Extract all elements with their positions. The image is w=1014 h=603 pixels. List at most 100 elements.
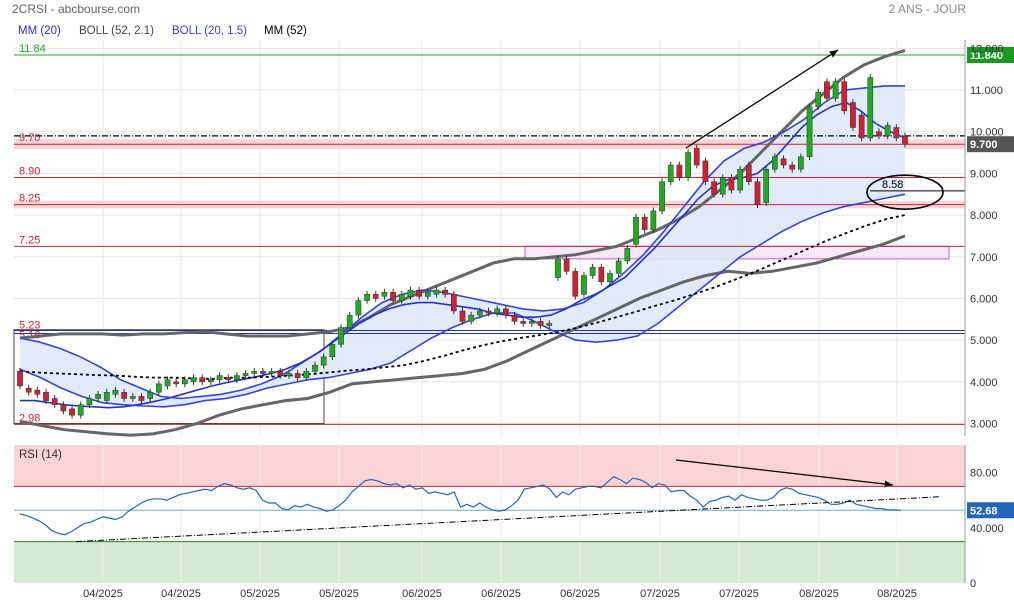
highlight-ellipse [866,174,944,210]
candle [902,135,908,145]
y-tick-label: 10.000 [970,127,1004,139]
candle [824,81,830,99]
candle [138,396,145,401]
x-tick-label: 08/2025 [877,588,917,600]
y-tick-label: 8.000 [970,210,998,222]
candle [112,389,119,395]
x-tick-label: 05/2025 [240,588,280,600]
candle [737,168,744,191]
rsi-panel: RSI (14) 52.68 [14,449,1014,543]
rsi-tick-label: 80.00 [970,468,998,480]
symbol-title: 2CRSI - abcbourse.com [12,2,140,16]
candle [155,383,162,393]
y-tick-label: 11.000 [970,85,1003,97]
candle [555,258,561,278]
x-tick-label: 04/2025 [83,588,123,600]
candle [346,314,353,328]
candle [242,373,249,376]
x-tick-label: 06/2025 [560,588,600,600]
candle [355,300,362,316]
indicator-legend: MM (20) BOLL (52, 2.1) BOLL (20, 1.5) MM… [18,25,307,37]
candle [798,156,804,170]
y-tick-label: 6.000 [970,293,998,305]
mm20-line [20,101,906,409]
rsi-trendline [75,496,941,543]
level-label: 8.90 [19,166,40,178]
candle [659,181,665,212]
rsi-divergence-arrow [675,459,894,486]
y-tick-label: 3.000 [970,418,998,430]
candle [182,379,188,385]
y-tick-label: 12.000 [970,43,1004,55]
candle [303,371,310,378]
candle [407,289,414,297]
candle [511,314,518,322]
candle [468,314,475,322]
mm52-line [19,214,906,380]
candle [129,396,136,399]
candle [702,160,709,182]
uptrend-arrow-head [829,50,838,58]
candle [320,356,327,366]
candles [17,74,908,419]
candle [103,391,110,401]
y-tick-label: 7.000 [970,252,998,264]
x-tick-label: 08/2025 [799,588,839,600]
x-tick-label: 07/2025 [640,588,680,600]
legend-mm20: MM (20) [18,25,61,37]
resistance-badge-text: 11.840 [970,50,1003,62]
candle [459,310,466,322]
candle [858,114,865,139]
rsi-badge [967,502,1014,519]
candle [598,266,605,283]
candle [884,125,891,137]
candle [832,81,839,99]
candle [693,148,700,166]
candle [86,398,93,405]
candle [390,291,396,301]
candle [477,310,483,316]
candle [216,375,223,380]
candle [199,377,206,383]
candle [529,321,535,324]
candle [485,310,492,314]
candle [893,127,900,139]
y-tick-label: 4.000 [970,377,998,389]
candle [43,391,49,401]
candle [190,377,197,383]
candle [685,152,691,178]
candle [277,371,284,376]
level-label: 11.84 [19,43,46,55]
rsi-divergence-arrow-head [884,480,893,488]
candle [398,294,405,301]
x-tick-label: 06/2025 [402,588,442,600]
candle [780,158,787,166]
candle [364,294,370,301]
y-tick-label: 9.000 [970,168,998,180]
rsi-overbought-zone [14,445,965,487]
boll52-lower [19,234,906,437]
last-price-badge [967,136,1014,153]
candle [450,294,457,312]
candle [17,371,23,387]
candle [615,260,622,274]
candle [633,216,639,245]
candle [329,344,336,358]
x-tick-label: 04/2025 [161,588,201,600]
candle [806,106,813,157]
candle [572,271,579,297]
candle [772,156,778,170]
rsi-label: RSI (14) [19,449,62,461]
candle [589,266,596,276]
candle [338,327,344,345]
candle [381,291,388,297]
legend-boll52: BOLL (52, 2.1) [79,25,154,37]
candle [650,210,657,230]
candle [676,164,683,178]
candle [503,308,509,316]
candle [607,273,613,283]
candle [60,404,67,412]
candle [728,177,735,191]
candle [719,177,726,195]
